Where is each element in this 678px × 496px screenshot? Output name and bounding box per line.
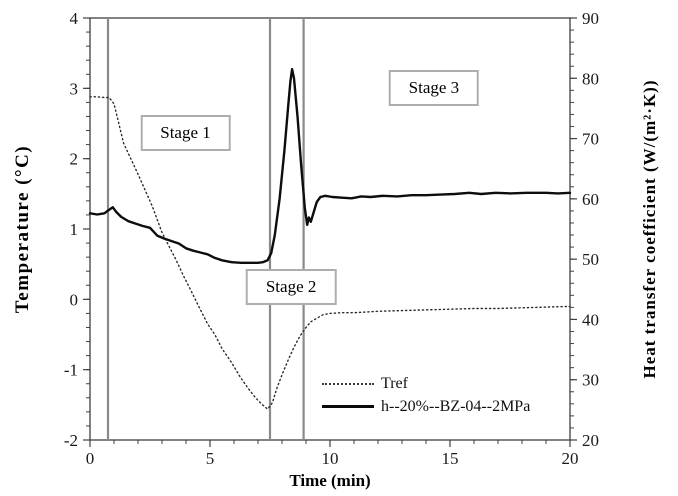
legend-label-h: h--20%--BZ-04--2MPa [381, 397, 531, 415]
x-axis-tick-label: 0 [86, 449, 95, 468]
stage-2-label-box: Stage 2 [245, 269, 337, 306]
y-left-tick-label: 4 [70, 9, 79, 28]
series-line-h-20-bz-04-2mpa [88, 67, 572, 264]
y-left-tick-label: 0 [70, 290, 79, 309]
y-right-tick-label: 30 [582, 371, 599, 390]
legend: Tref h--20%--BZ-04--2MPa [322, 372, 530, 418]
x-axis-tick-label: 20 [562, 449, 579, 468]
y-left-tick-label: 2 [70, 150, 79, 169]
stage-boundary-lines [106, 18, 305, 440]
y-left-tick-label: 3 [70, 79, 79, 98]
series-layer [88, 67, 572, 410]
series-line-tref [89, 96, 571, 410]
x-axis-tick-label: 10 [322, 449, 339, 468]
tref-dotted-line-sample [322, 382, 374, 385]
legend-item-tref: Tref [322, 372, 530, 395]
y-right-axis-title: Heat transfer coefficient (W/(m²·K)) [640, 80, 659, 379]
y-left-tick-label: 1 [70, 220, 79, 239]
h-solid-line-sample [322, 405, 374, 408]
y-left-tick-label: -1 [64, 361, 78, 380]
y-right-tick-label: 50 [582, 250, 599, 269]
x-axis-title: Time (min) [289, 471, 370, 490]
y-right-tick-label: 70 [582, 130, 599, 149]
y-right-tick-label: 60 [582, 190, 599, 209]
y-left-axis-title: Temperature (°C) [12, 145, 33, 313]
y-right-tick-label: 80 [582, 69, 599, 88]
x-axis-tick-label: 15 [442, 449, 459, 468]
legend-item-h: h--20%--BZ-04--2MPa [322, 395, 530, 418]
stage-3-label-box: Stage 3 [388, 69, 480, 106]
y-right-tick-label: 90 [582, 9, 599, 28]
stage-1-label-box: Stage 1 [140, 114, 231, 151]
y-left-tick-label: -2 [64, 431, 78, 450]
y-right-tick-label: 40 [582, 310, 599, 329]
legend-label-tref: Tref [381, 374, 408, 392]
x-axis-tick-label: 5 [206, 449, 215, 468]
y-right-tick-label: 20 [582, 431, 599, 450]
axes-layer: 0 5 10 15 20 -2 -1 0 1 2 3 4 20 30 40 50 60 70 80 90 [64, 9, 599, 468]
